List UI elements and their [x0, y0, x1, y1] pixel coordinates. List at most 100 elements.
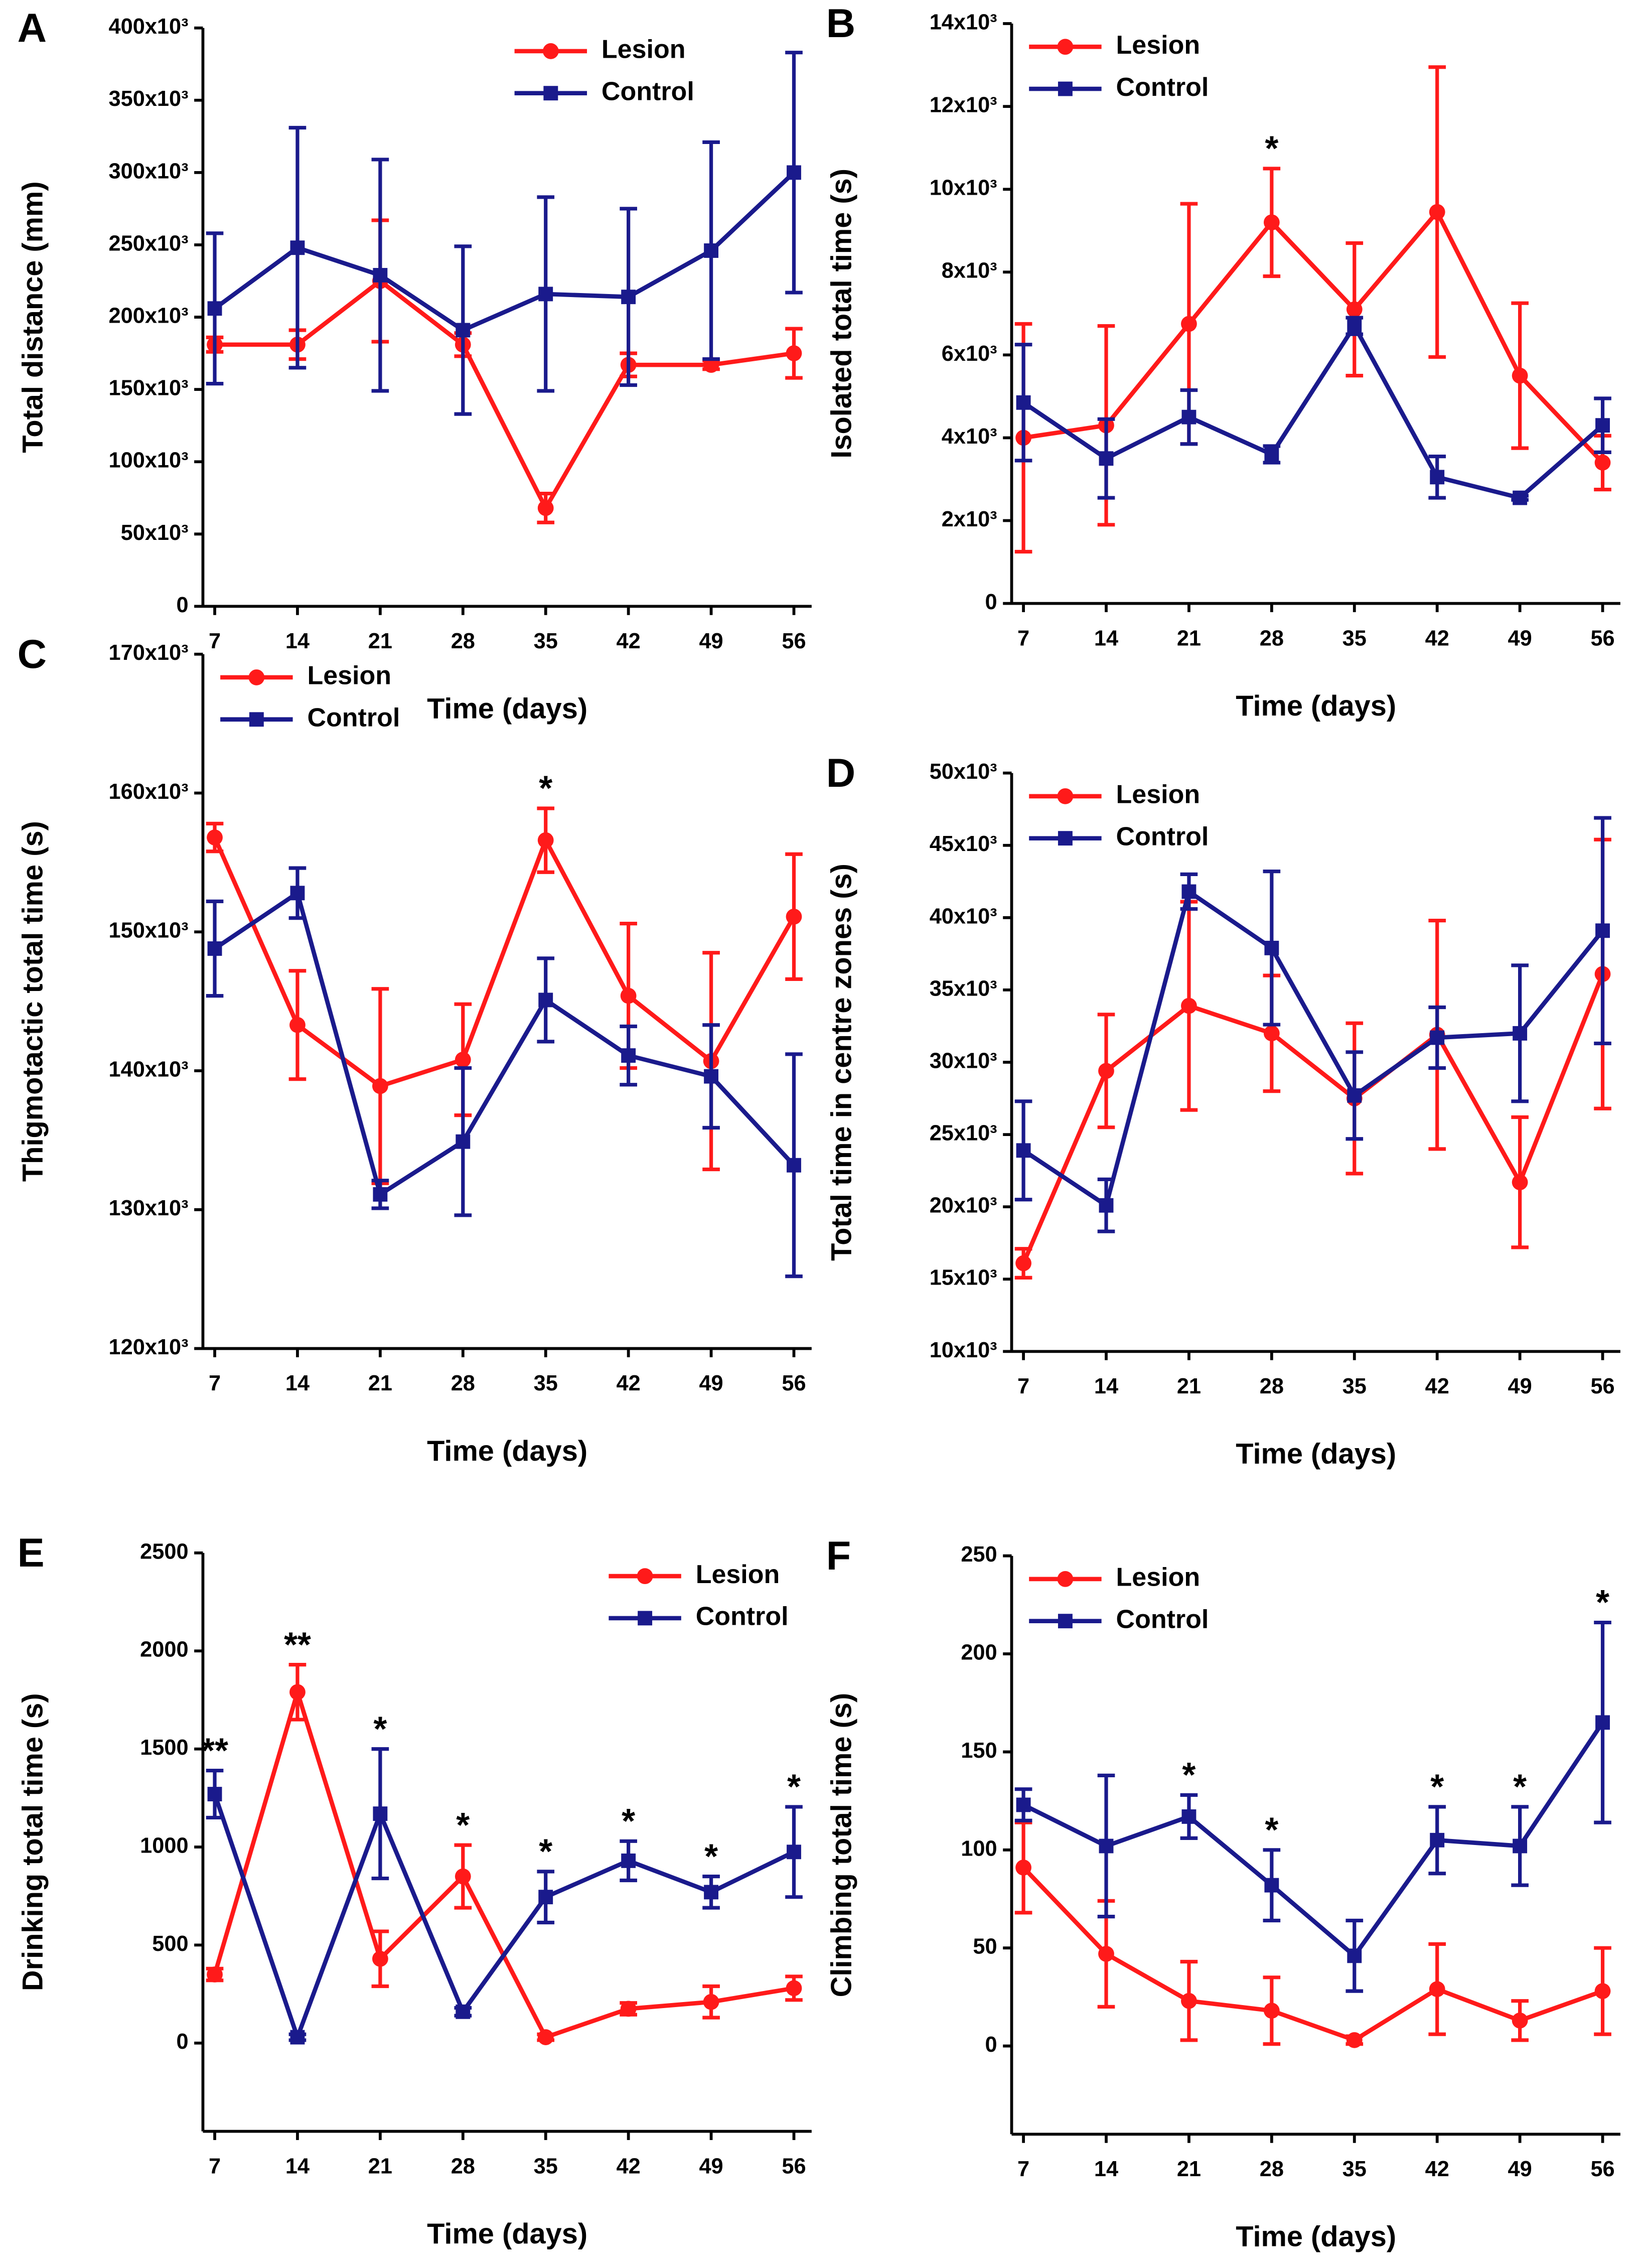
data-point — [1513, 1026, 1528, 1041]
data-point — [290, 2030, 305, 2045]
x-tick-label: 35 — [1342, 626, 1367, 650]
series-line — [1023, 208, 1604, 464]
x-tick-label: 7 — [209, 1371, 221, 1395]
y-tick-label: 160x10³ — [109, 780, 189, 804]
data-point — [1429, 1981, 1445, 1998]
series-line — [1021, 973, 1605, 1264]
data-point — [1513, 490, 1528, 505]
data-point — [787, 1158, 801, 1173]
y-tick-label: 120x10³ — [109, 1335, 189, 1359]
significance-marker: * — [539, 769, 552, 808]
y-tick-label: 0 — [176, 593, 188, 617]
data-point — [537, 500, 554, 516]
series-line — [1022, 1721, 1605, 1959]
data-point — [1016, 395, 1031, 410]
y-tick-label: 4x10³ — [942, 424, 997, 449]
data-point — [704, 1885, 719, 1900]
data-point — [1181, 1993, 1197, 2009]
x-tick-label: 28 — [1260, 2157, 1284, 2181]
significance-marker: * — [1513, 1767, 1527, 1806]
data-point — [1347, 1088, 1362, 1103]
significance-marker: * — [539, 1832, 552, 1871]
significance-marker: ** — [284, 1625, 311, 1664]
legend-marker — [1058, 831, 1073, 846]
series-line — [212, 1793, 795, 2044]
x-tick-label: 56 — [1590, 1374, 1614, 1398]
significance-marker: ** — [201, 1731, 228, 1770]
x-tick-label: 28 — [451, 2154, 475, 2178]
y-tick-label: 200x10³ — [109, 304, 189, 328]
data-point — [1015, 1860, 1031, 1876]
x-tick-label: 56 — [782, 629, 806, 653]
x-tick-label: 42 — [1425, 1374, 1449, 1398]
legend-label: Control — [307, 703, 400, 732]
significance-marker: * — [456, 1805, 470, 1845]
x-tick-label: 56 — [782, 2154, 806, 2178]
y-axis-title: Drinking total time (s) — [17, 1693, 49, 1991]
x-tick-label: 7 — [209, 629, 221, 653]
y-tick-label: 50x10³ — [121, 521, 189, 545]
x-axis-title: Time (days) — [1236, 690, 1396, 722]
data-point — [207, 301, 222, 316]
x-tick-label: 42 — [1425, 626, 1449, 650]
data-point — [538, 1890, 553, 1905]
data-point — [1181, 409, 1197, 424]
x-tick-label: 28 — [1260, 626, 1284, 650]
x-tick-label: 42 — [617, 1371, 641, 1395]
data-point — [289, 1684, 306, 1700]
data-point — [1512, 367, 1528, 384]
legend-label: Control — [696, 1602, 789, 1631]
x-tick-label: 21 — [1177, 626, 1201, 650]
data-point — [207, 1787, 222, 1801]
y-tick-label: 2x10³ — [942, 507, 997, 531]
legend-label: Control — [1116, 1605, 1209, 1634]
x-tick-label: 35 — [534, 1371, 558, 1395]
x-tick-label: 21 — [368, 629, 392, 653]
x-tick-label: 35 — [534, 629, 558, 653]
data-point — [1430, 470, 1445, 485]
data-point — [207, 829, 223, 845]
legend-marker — [1058, 81, 1073, 96]
data-point — [372, 1950, 388, 1967]
y-tick-label: 8x10³ — [942, 259, 997, 283]
data-point — [620, 2001, 637, 2017]
legend-label: Lesion — [1116, 1563, 1201, 1592]
data-point — [1181, 1809, 1197, 1824]
x-axis-title: Time (days) — [427, 1435, 587, 1467]
y-tick-label: 10x10³ — [930, 1338, 997, 1362]
data-point — [1181, 998, 1197, 1014]
data-point — [373, 268, 388, 282]
legend-label: Lesion — [1116, 780, 1201, 809]
data-point — [537, 2029, 554, 2045]
x-axis-title: Time (days) — [1236, 1438, 1396, 1470]
data-point — [456, 2004, 471, 2019]
data-point — [1347, 1948, 1362, 1963]
x-axis-title: Time (days) — [427, 2218, 587, 2250]
data-point — [456, 323, 471, 338]
data-point — [456, 1134, 471, 1149]
data-point — [704, 1069, 719, 1084]
x-tick-label: 49 — [1508, 2157, 1532, 2181]
legend-label: Control — [1116, 822, 1209, 851]
legend-marker — [543, 86, 558, 101]
x-tick-label: 7 — [1017, 626, 1029, 650]
data-point — [1181, 316, 1197, 332]
data-point — [1016, 1143, 1031, 1158]
y-tick-label: 140x10³ — [109, 1057, 189, 1081]
data-point — [1098, 1063, 1114, 1079]
data-point — [290, 240, 305, 255]
x-tick-label: 56 — [1590, 626, 1614, 650]
data-point — [621, 290, 636, 305]
data-point — [1595, 923, 1610, 938]
x-tick-label: 49 — [699, 629, 723, 653]
y-tick-label: 10x10³ — [930, 176, 997, 200]
y-axis-title: Climbing total time (s) — [826, 1693, 858, 1998]
x-tick-label: 21 — [368, 2154, 392, 2178]
data-point — [290, 886, 305, 901]
y-tick-label: 20x10³ — [930, 1194, 997, 1218]
x-tick-label: 28 — [1260, 1374, 1284, 1398]
legend-label: Lesion — [1116, 31, 1201, 60]
x-tick-label: 35 — [1342, 1374, 1367, 1398]
significance-marker: * — [787, 1767, 801, 1806]
